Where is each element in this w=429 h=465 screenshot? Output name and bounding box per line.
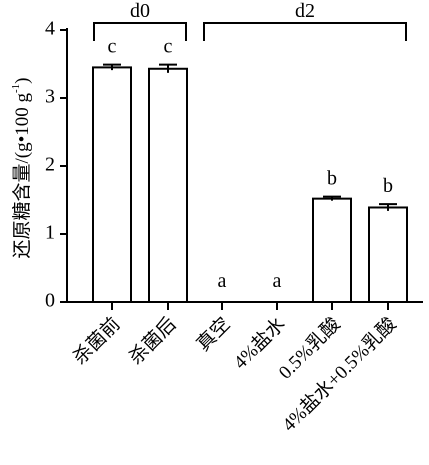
group-label: d2 (295, 0, 315, 22)
y-axis-label-unit-open: (g (12, 142, 33, 158)
group-brackets: d0 d2 (93, 0, 407, 41)
bar (312, 197, 352, 303)
y-tick-label: 0 (45, 290, 55, 312)
y-axis-label: 还原糖含量/(g•100 g-1) (10, 77, 34, 258)
group-bracket (93, 22, 187, 41)
bar (148, 67, 188, 304)
significance-letter: b (327, 168, 337, 190)
y-tick-label: 2 (45, 154, 55, 176)
svg-text:还原糖含量/(g•100 g-1): 还原糖含量/(g•100 g-1) (10, 77, 34, 258)
y-axis-label-unit-close: ) (12, 77, 33, 83)
x-tick-label: 杀菌前 (69, 313, 125, 369)
x-tick-label: 杀菌后 (125, 313, 181, 369)
bar (92, 66, 132, 304)
y-axis-label-main: 还原糖含量/ (11, 158, 33, 259)
y-tick-label: 4 (45, 18, 55, 40)
x-tick-label: 真空 (192, 313, 234, 355)
significance-letter: c (164, 36, 173, 58)
y-axis-label-unit-100: 100 g (12, 92, 33, 135)
group-label: d0 (130, 0, 150, 22)
y-axis-label-unit-exp: -1 (10, 84, 22, 93)
significance-letter: c (108, 36, 117, 58)
significance-letter: b (383, 175, 393, 197)
group-bracket (203, 22, 407, 41)
y-axis-label-unit-dot: • (12, 136, 33, 143)
y-tick-label: 3 (45, 86, 55, 108)
y-tick-label: 1 (45, 222, 55, 244)
significance-letter: a (218, 270, 227, 292)
bars (92, 63, 408, 304)
bar (368, 206, 408, 303)
significance-letter: a (273, 270, 282, 292)
